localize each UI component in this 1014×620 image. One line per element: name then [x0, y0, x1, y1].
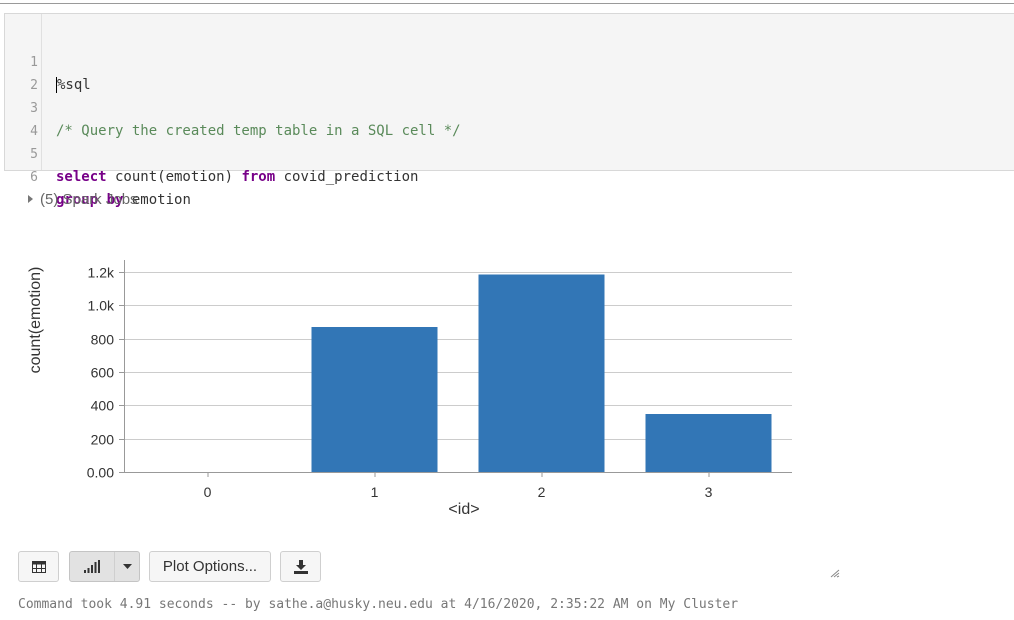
text-cursor	[56, 77, 57, 93]
y-tick-label: 400	[91, 398, 115, 414]
plot-options-button[interactable]: Plot Options...	[149, 551, 271, 582]
spark-jobs-toggle[interactable]: (5) Spark Jobs	[28, 190, 138, 210]
magic-command: %sql	[57, 77, 91, 93]
bar-2[interactable]	[478, 274, 605, 473]
line-number: 6	[30, 170, 38, 185]
bar-3[interactable]	[645, 414, 772, 472]
bar-chart-view-button[interactable]	[70, 552, 114, 581]
code-line-3[interactable]: 3 /* Query the created temp table in a S…	[5, 74, 1005, 139]
x-tick-label: 0	[204, 484, 212, 500]
code-cell[interactable]: 1 %sql 2 3 /* Query the created temp tab…	[4, 13, 1014, 208]
bar-chart-icon	[84, 560, 100, 573]
code-line-5[interactable]: 5 select count(emotion) from covid_predi…	[5, 120, 1005, 185]
x-axis-title: <id>	[448, 501, 479, 518]
sql-comment: /* Query the created temp table in a SQL…	[56, 123, 461, 139]
bars	[311, 274, 772, 473]
download-button[interactable]	[280, 551, 321, 582]
code-line-1[interactable]: 1 %sql	[5, 28, 1005, 93]
grid-lines	[124, 272, 792, 440]
keyword-select: select	[56, 169, 107, 185]
x-tick-label: 1	[371, 484, 379, 500]
caret-down-icon	[123, 564, 132, 569]
x-tick-label: 2	[538, 484, 546, 500]
y-tick-label: 1.2k	[88, 265, 115, 281]
spark-jobs-label: (5) Spark Jobs	[40, 191, 138, 208]
split-divider	[114, 552, 115, 581]
line-number: 4	[30, 124, 38, 139]
plot-options-label: Plot Options...	[162, 558, 258, 575]
keyword-group-by: group by	[56, 192, 124, 208]
line-number-gutter	[5, 14, 42, 170]
code-line-2[interactable]: 2	[5, 51, 1005, 93]
y-axis-title: count(emotion)	[27, 267, 44, 374]
y-tick-label: 0.00	[87, 465, 114, 481]
keyword-from: from	[241, 169, 276, 185]
y-tick-label: 200	[91, 432, 115, 448]
download-icon	[293, 559, 308, 574]
y-tick-label: 800	[91, 332, 115, 348]
command-status-footer: Command took 4.91 seconds -- by sathe.a@…	[18, 597, 739, 612]
line-number: 1	[30, 55, 38, 70]
bar-chart: 0.00 200 400 600 800 1.0k 1.2k 0 1 2 3 count(emoti…	[27, 260, 792, 518]
top-divider	[0, 3, 1014, 4]
line-number: 5	[30, 147, 38, 162]
x-tick-label: 3	[705, 484, 713, 500]
tick-labels: 0.00 200 400 600 800 1.0k 1.2k 0 1 2 3	[87, 265, 713, 501]
bar-1[interactable]	[311, 327, 438, 472]
group-column: emotion	[123, 192, 191, 208]
line-number: 3	[30, 101, 38, 116]
table-view-button[interactable]	[18, 551, 59, 582]
code-line-4[interactable]: 4	[5, 97, 1005, 139]
code-line-6[interactable]: 6 group by emotion	[5, 143, 1005, 208]
chart-type-split-button[interactable]	[69, 551, 140, 582]
chart-type-dropdown[interactable]	[115, 552, 140, 581]
expand-arrow-icon	[28, 195, 33, 203]
y-tick-label: 600	[91, 365, 115, 381]
axes	[119, 260, 792, 477]
table-name: covid_prediction	[275, 169, 419, 185]
line-number: 2	[30, 78, 38, 93]
select-expression: count(emotion)	[106, 169, 242, 185]
resize-handle-icon[interactable]	[829, 568, 841, 578]
table-icon	[31, 560, 46, 573]
y-tick-label: 1.0k	[88, 298, 115, 314]
